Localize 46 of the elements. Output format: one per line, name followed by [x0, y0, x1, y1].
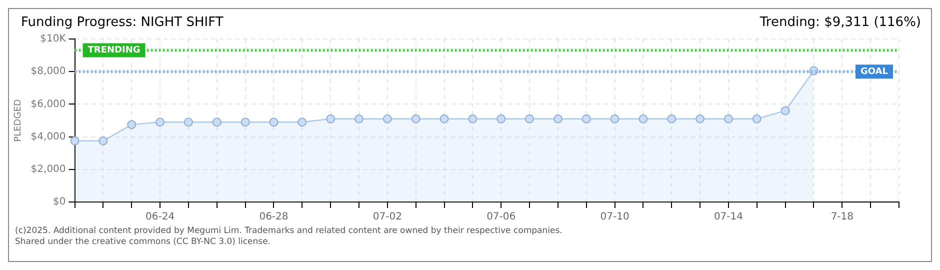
- point: [184, 118, 193, 127]
- ref-line-label: TRENDING: [88, 46, 140, 56]
- point: [298, 118, 307, 127]
- x-tick-label: 07-14: [714, 212, 744, 223]
- point: [667, 114, 676, 124]
- point: [553, 114, 562, 124]
- ref-line-label: GOAL: [860, 66, 888, 77]
- point: [156, 118, 165, 127]
- point: [780, 106, 790, 116]
- y-axis-title: PLEDGED: [14, 99, 24, 142]
- point: [440, 114, 449, 124]
- point: [127, 120, 136, 130]
- chart-subtitle: Trending: $9,311 (116%): [760, 15, 921, 30]
- point: [525, 114, 534, 124]
- point: [724, 114, 733, 124]
- y-tick-label: $0: [53, 196, 66, 208]
- y-tick-label: $4,000: [30, 131, 66, 142]
- x-tick-label: 06-28: [259, 212, 288, 223]
- point: [638, 114, 648, 124]
- text: (c)2025. Additional content provided by Megumi Lim. Trademarks and related content are owned by their respective companies.: [15, 226, 564, 237]
- point: [496, 114, 506, 124]
- point: [382, 114, 392, 124]
- chart-title: Funding Progress: NIGHT SHIFT: [21, 15, 224, 30]
- x-tick-label: 07-10: [600, 212, 630, 223]
- x-tick-label: 7-18: [830, 212, 854, 223]
- point: [240, 118, 250, 127]
- x-tick-label: 07-06: [486, 212, 516, 223]
- point: [610, 114, 620, 124]
- y-tick-label: $10K: [40, 34, 66, 45]
- point: [269, 118, 278, 127]
- point: [70, 136, 80, 146]
- y-tick-label: $8,000: [30, 66, 66, 78]
- text: Shared under the creative commons (CC BY-NC 3.0) license.: [15, 237, 272, 248]
- point: [696, 114, 705, 124]
- point: [98, 136, 108, 146]
- x-tick-label: 06-24: [146, 212, 175, 223]
- point: [212, 118, 222, 127]
- point: [468, 114, 478, 124]
- point: [411, 114, 420, 124]
- y-tick-label: $6,000: [30, 98, 66, 110]
- point: [354, 114, 364, 124]
- point: [752, 114, 762, 124]
- point: [326, 114, 336, 124]
- point: [582, 114, 591, 124]
- x-tick-label: 07-02: [372, 212, 402, 223]
- y-tick-label: $2,000: [30, 164, 66, 175]
